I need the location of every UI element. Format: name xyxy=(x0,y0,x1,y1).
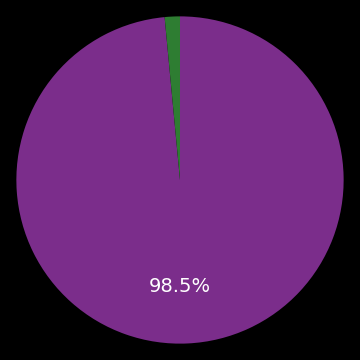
Text: 98.5%: 98.5% xyxy=(149,277,211,296)
Wedge shape xyxy=(165,16,180,180)
Wedge shape xyxy=(16,16,344,344)
